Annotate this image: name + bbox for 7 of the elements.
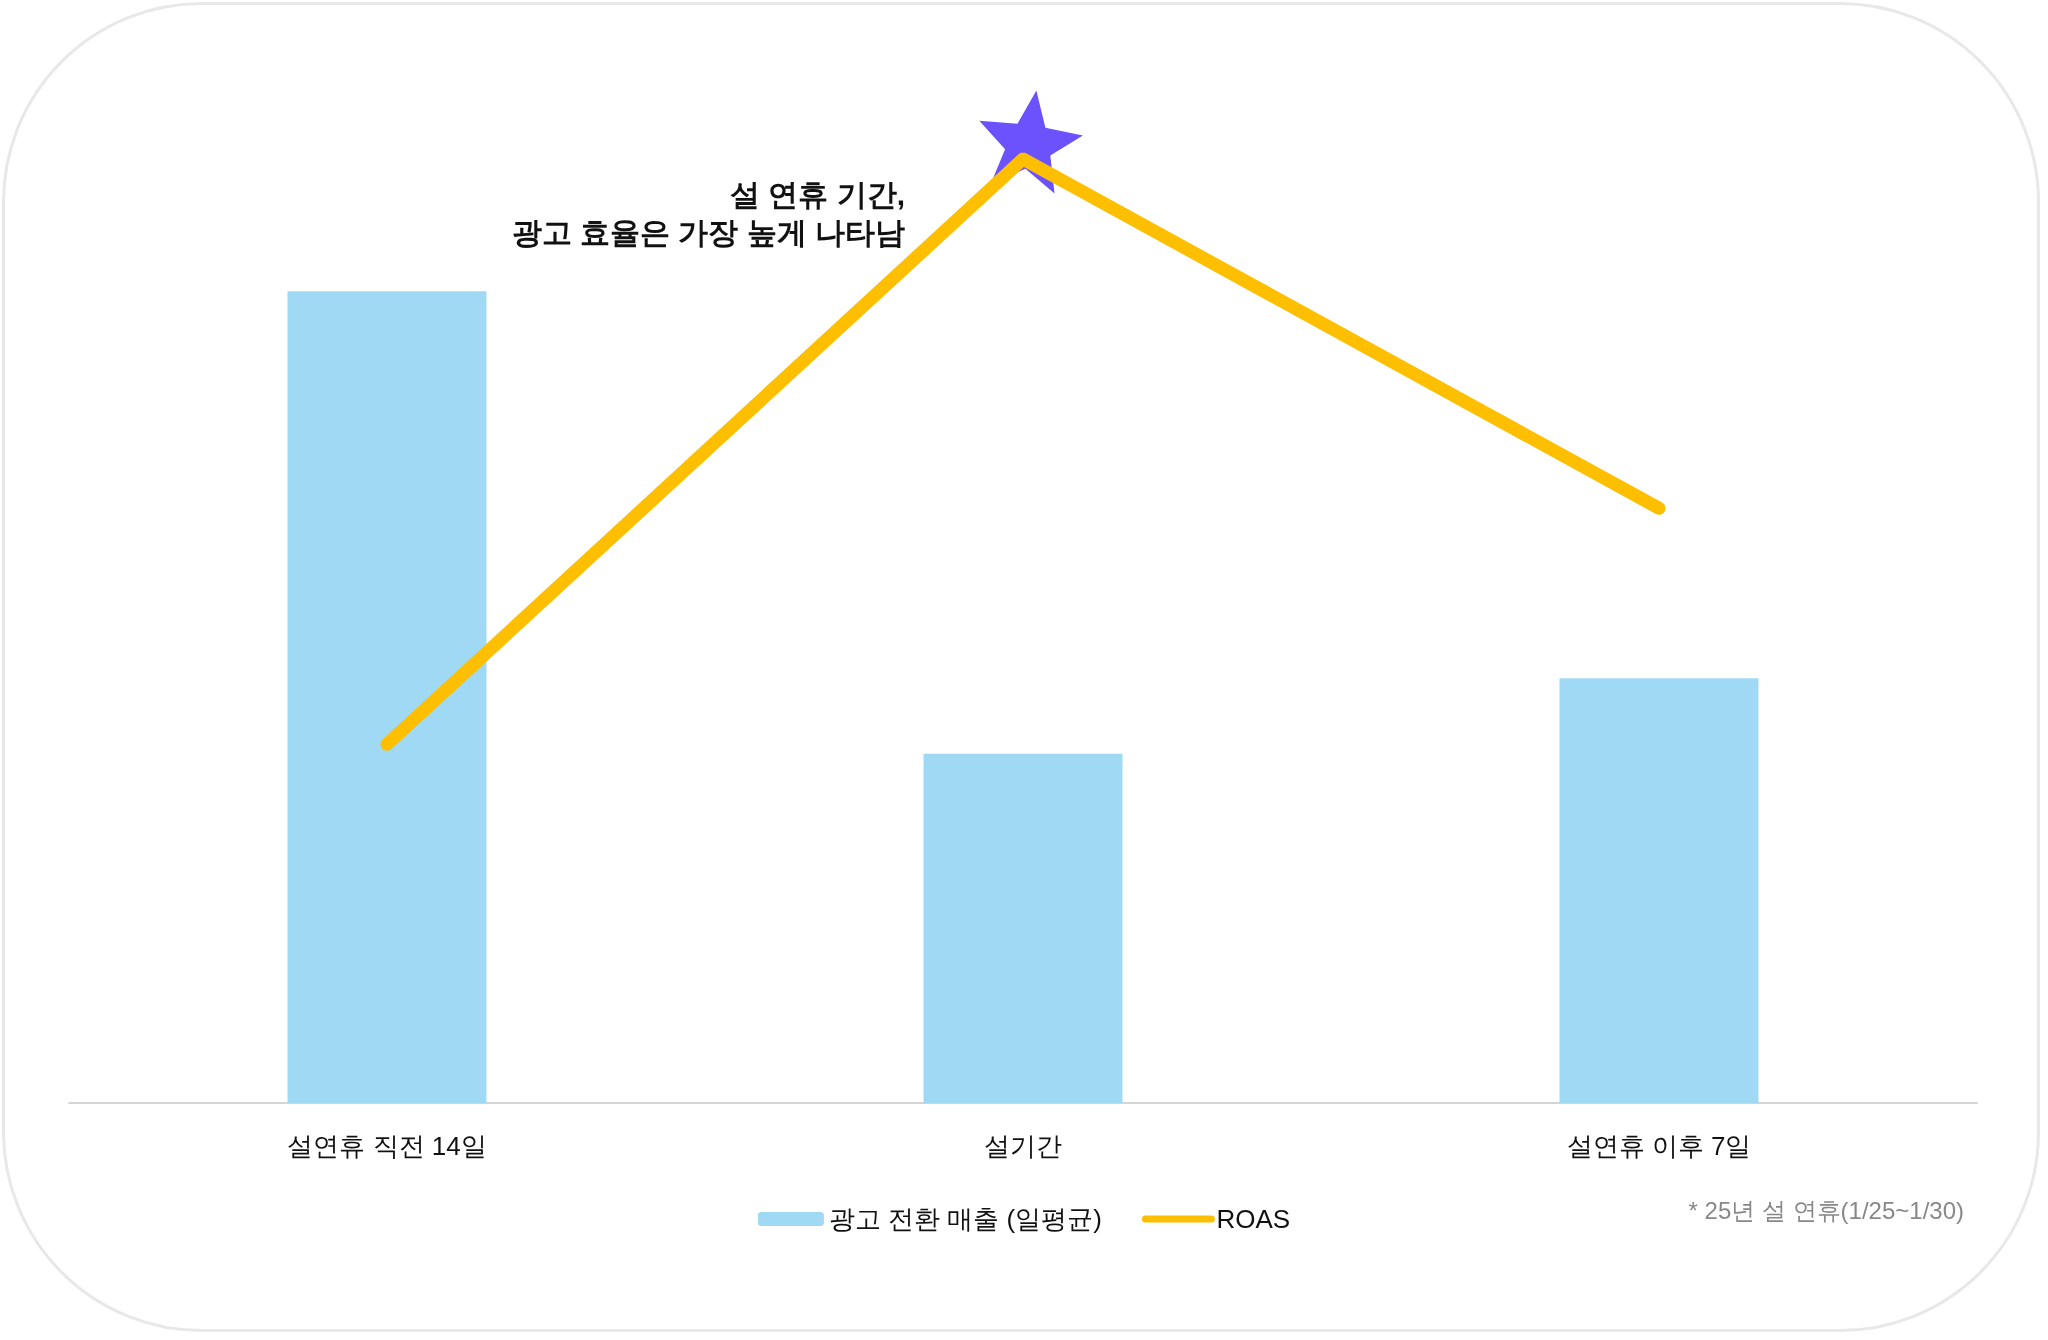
x-tick-label: 설연휴 직전 14일 — [287, 1131, 487, 1161]
x-tick-label: 설기간 — [984, 1131, 1062, 1161]
legend-label: 광고 전환 매출 (일평균) — [828, 1204, 1102, 1234]
text: * 25년 설 연휴(1/25~1/30) — [1688, 1196, 1965, 1224]
annotation: 설 연휴 기간, 광고 효율은 가장 높게 나타남 — [511, 177, 905, 249]
x-tick-label: 설연휴 이후 7일 — [1566, 1131, 1752, 1161]
legend-label: ROAS — [1216, 1204, 1291, 1234]
